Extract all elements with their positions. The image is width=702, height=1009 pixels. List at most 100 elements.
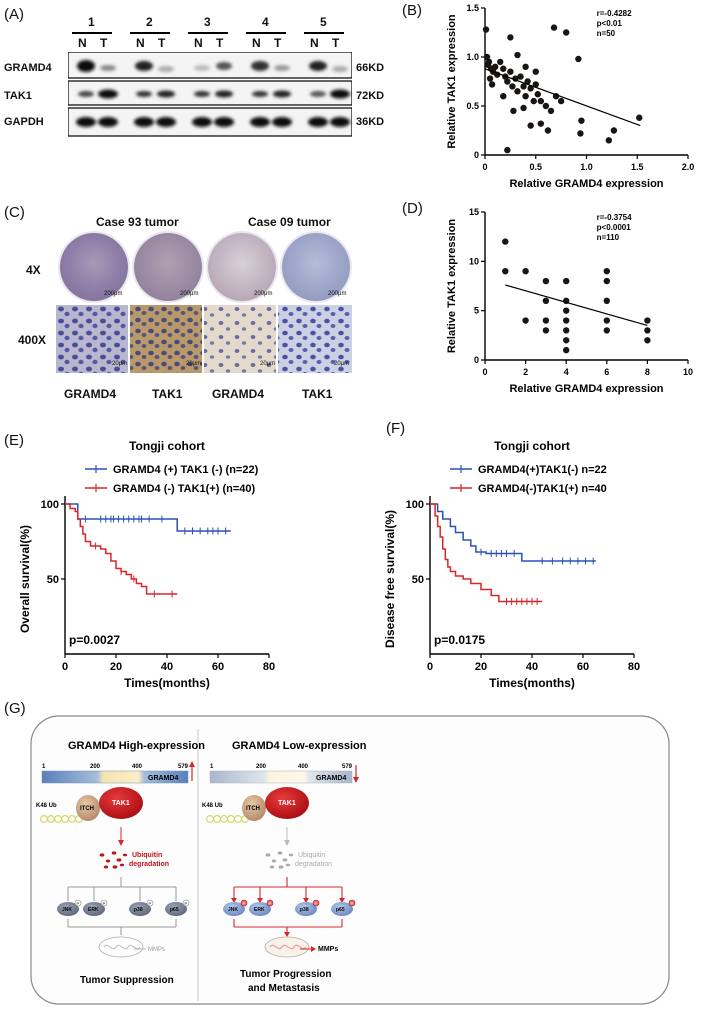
data-point [636,114,643,121]
data-point [563,317,570,324]
domain-end: 579 [342,764,353,770]
phospho-label: P [149,901,152,906]
chart-title: Tongji cohort [129,439,205,453]
lane-n-label: N [78,36,87,50]
stat-label: n=50 [597,29,616,38]
itch-label: ITCH [246,806,260,812]
scale-bar-label: 20μm [186,361,202,367]
data-point [530,97,537,105]
phospho-label: P [269,901,272,906]
legend-label: GRAMD4 (-) TAK1(+) (n=40) [113,483,256,495]
x-tick-label: 2.0 [682,162,695,172]
x-tick-label: 1.5 [631,162,644,172]
kinase-label: JNK [62,907,72,913]
data-point [482,26,490,33]
data-point [563,277,570,285]
tak1-protein [265,787,309,819]
x-axis-label: Times(months) [124,676,210,690]
lane-n-label: N [194,36,203,50]
outcome-label: Tumor Suppression [80,975,174,986]
data-point [507,34,514,41]
scatter-chart-d: 0 2 4 6 8 10 0 5 10 15 Relative GRAMD4 expression R… [446,207,693,395]
stat-label: r=-0.3754 [597,213,632,222]
lane-divider [130,32,170,34]
x-tick-label: 0 [62,661,68,673]
data-point [603,277,610,285]
data-point [537,120,545,127]
data-point [514,88,521,95]
data-point [520,104,527,112]
data-point [527,122,534,129]
p-value: p=0.0175 [434,633,485,647]
data-point [542,327,550,334]
stain-label: TAK1 [152,387,183,401]
scale-bar-label: 20μm [260,361,276,367]
data-point [527,85,534,92]
data-point [534,91,541,98]
blot-image [68,52,352,137]
stat-label: n=110 [597,233,620,242]
survival-curve [65,503,178,595]
data-point [603,268,610,275]
data-point [491,63,499,70]
data-point [644,317,651,324]
kinase-label: ERK [88,907,99,913]
data-point [603,327,610,334]
protein-label: GRAMD4 [148,775,178,782]
panel-label-d: (D) [402,200,423,217]
stain-label: GRAMD4 [64,387,117,401]
lane-t-label: T [158,36,166,50]
outcome-label: Tumor Progression [240,969,332,980]
data-point [502,268,509,275]
data-point [520,83,527,90]
lane-t-label: T [216,36,224,50]
data-point [509,83,516,90]
lane-number: 1 [88,15,95,29]
panel-label-e: (E) [4,432,24,449]
data-point [644,337,651,344]
domain-400: 400 [298,764,309,770]
data-point [563,307,570,314]
blot-size-label: 72KD [356,90,385,102]
data-point [544,127,552,134]
data-point [522,63,529,70]
tak1-label: TAK1 [112,800,130,807]
scale-bar-label: 200μm [104,291,123,297]
scatter-chart-b: 0 0.5 1.0 1.5 2.0 0 0.5 1.0 1.5 Relative GRAMD4 e… [446,3,695,190]
domain-start: 1 [42,764,46,770]
itch-protein [76,795,100,821]
data-point [644,327,651,334]
domain-200: 200 [256,764,267,770]
scale-bar-label: 20μm [112,361,128,367]
lane-number: 3 [204,15,211,29]
lane-number: 2 [146,15,153,29]
magnification-label: 4X [26,263,41,277]
data-point [504,78,511,85]
data-point [522,268,529,275]
data-point [500,65,507,72]
legend-label: GRAMD4(-)TAK1(+) n=40 [478,483,607,495]
data-point [578,117,585,124]
scale-bar-label: 20μm [334,361,350,367]
lane-divider [72,32,112,34]
x-tick-label: 0 [482,162,487,172]
micrograph-image [56,305,352,373]
y-tick-label: 0 [474,355,479,365]
y-tick-label: 10 [469,256,479,266]
survival-curve [430,503,543,603]
case-title: Case 09 tumor [248,215,331,229]
data-point [603,317,610,324]
degradation-label: degradation [295,861,332,868]
data-point [550,24,558,31]
lane-t-label: T [274,36,282,50]
y-axis-label: Relative TAK1 expression [446,219,458,354]
scale-bar-label: 200μm [254,291,273,297]
western-blot-panel: 1 2 3 4 5 N T N T N T N T N T GRAMD4 TAK… [0,0,400,140]
data-point [517,73,524,80]
x-axis-label: Times(months) [489,676,575,690]
data-point [605,137,613,144]
case-title: Case 93 tumor [96,215,179,229]
phospho-label: P [185,901,188,906]
outcome-label-line2: and Metastasis [248,983,320,994]
x-tick-label: 40 [526,661,538,673]
